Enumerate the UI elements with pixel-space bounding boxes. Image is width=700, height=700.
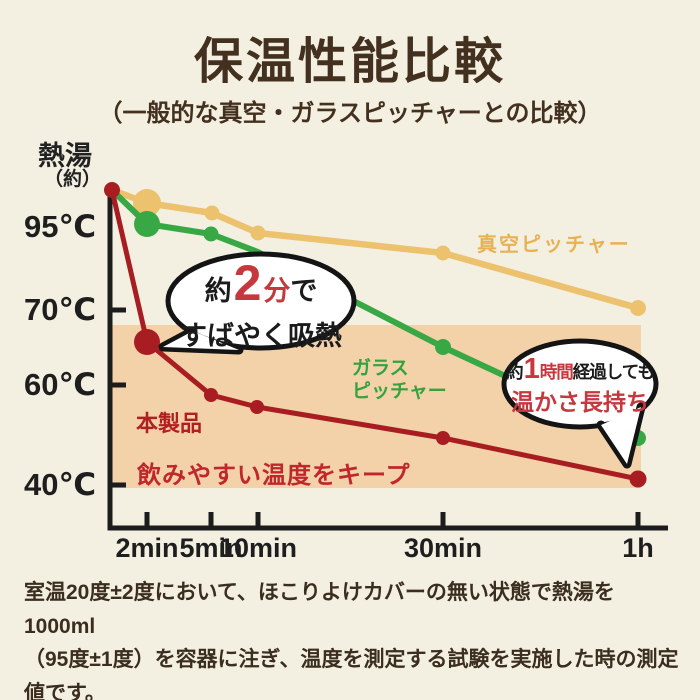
series-point-product bbox=[250, 400, 264, 414]
series-label-vacuum-pitcher: 真空ピッチャー bbox=[477, 234, 631, 256]
y-tick-label: 60℃ bbox=[23, 367, 96, 402]
series-label-glass-line1: ガラス bbox=[352, 358, 409, 379]
test-conditions-line1: 室温20度±2度において、ほこりよけカバーの無い状態で熱湯を1000ml bbox=[24, 581, 615, 638]
bubble-fast-absorb-text: 約2分で すばやく吸熱 bbox=[178, 258, 344, 351]
y-tick-label: 40℃ bbox=[23, 467, 96, 502]
page-title: 保温性能比較 bbox=[193, 35, 506, 89]
series-point-product bbox=[134, 329, 160, 355]
bubble-long-line1: 約1時間経過しても bbox=[498, 354, 662, 389]
y-axis-unit-sub-label: （約） bbox=[44, 169, 102, 190]
x-tick-label: 10min bbox=[218, 533, 298, 563]
series-point-glass bbox=[630, 430, 646, 446]
series-point-vacuum bbox=[250, 225, 266, 241]
bubble-long-post: 経過しても bbox=[572, 362, 655, 382]
series-label-glass-pitcher: ガラス ピッチャー bbox=[352, 357, 447, 403]
bubble-fast-pre: 約 bbox=[204, 276, 232, 306]
series-label-product: 本製品 bbox=[136, 411, 203, 436]
x-tick-label: 5min bbox=[179, 533, 243, 563]
series-point-vacuum bbox=[630, 300, 646, 316]
series-point-glass bbox=[435, 339, 451, 355]
series-point-product bbox=[629, 470, 647, 488]
bubble-long-lasting-text: 約1時間経過しても 温かさ長持ち bbox=[498, 354, 662, 416]
bubble-long-number: 1 bbox=[523, 353, 540, 385]
series-point-vacuum bbox=[204, 205, 220, 221]
keep-drinkable-temp-note: 飲みやすい温度をキープ bbox=[137, 462, 411, 489]
bubble-long-unit: 時間 bbox=[539, 362, 574, 382]
series-point-glass bbox=[203, 226, 219, 242]
series-point-vacuum bbox=[435, 245, 451, 261]
series-point-vacuum bbox=[133, 189, 161, 217]
y-axis-unit-label: 熱湯 bbox=[38, 141, 92, 171]
series-label-glass-line2: ピッチャー bbox=[352, 381, 447, 402]
bubble-fast-unit: 分 bbox=[263, 276, 291, 306]
test-conditions-line2: （95度±1度）を容器に注ぎ、温度を測定する試験を実施した時の測定値です。 bbox=[24, 648, 679, 700]
series-point-product bbox=[204, 388, 218, 402]
page-subtitle: （一般的な真空・ガラスピッチャーとの比較） bbox=[98, 100, 602, 127]
series-point-product bbox=[104, 182, 120, 198]
x-tick-label: 2min bbox=[115, 533, 179, 563]
bubble-long-line2: 温かさ長持ち bbox=[511, 389, 649, 415]
test-conditions-note: 室温20度±2度において、ほこりよけカバーの無い状態で熱湯を1000ml （95… bbox=[24, 576, 684, 700]
x-tick-label: 30min bbox=[403, 533, 483, 563]
bubble-fast-post: で bbox=[290, 276, 318, 306]
y-tick-label: 95℃ bbox=[23, 209, 96, 244]
bubble-fast-line1: 約2分で bbox=[178, 258, 344, 321]
series-point-glass bbox=[134, 211, 160, 237]
x-tick-label: 1h bbox=[622, 533, 654, 563]
series-point-product bbox=[436, 431, 450, 445]
y-tick-label: 70℃ bbox=[23, 292, 96, 327]
bubble-long-pre: 約 bbox=[506, 362, 523, 382]
bubble-fast-line2: すばやく吸熱 bbox=[180, 321, 342, 351]
bubble-fast-number: 2 bbox=[233, 255, 262, 311]
